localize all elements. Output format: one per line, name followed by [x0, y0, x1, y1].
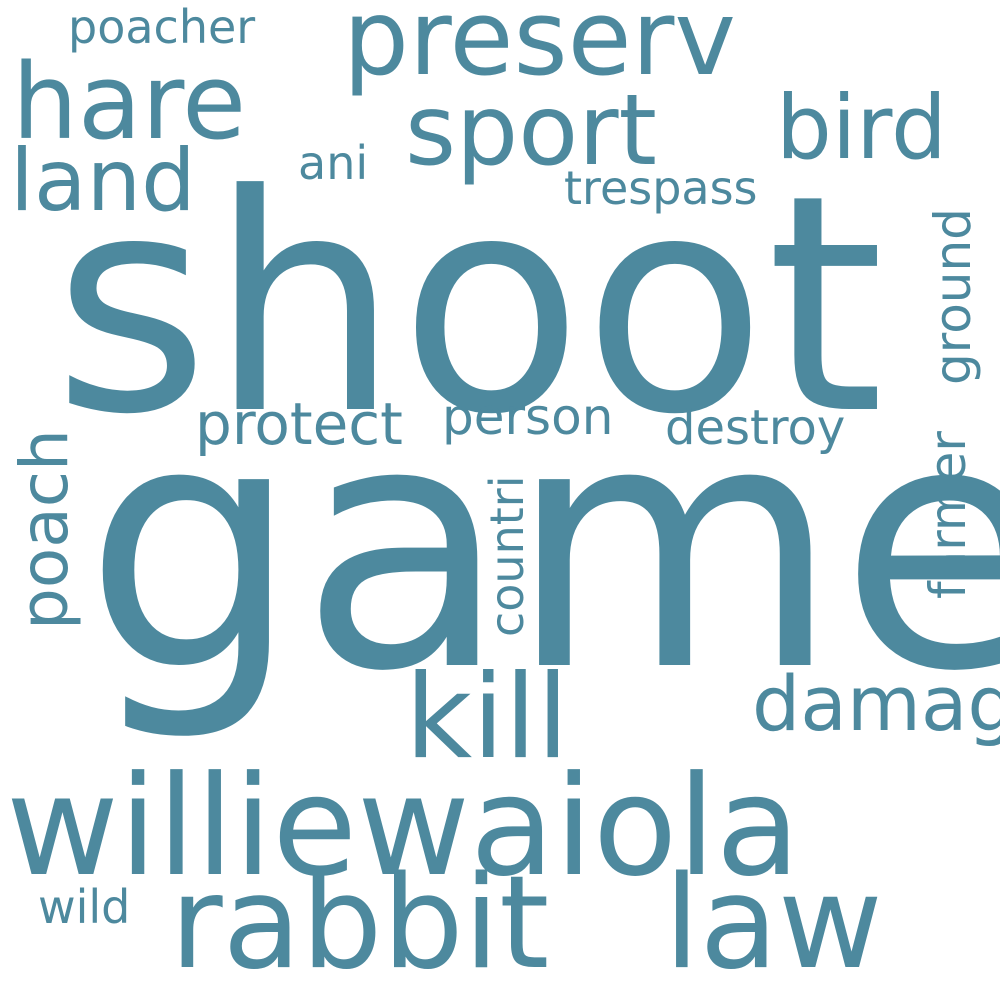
word-land: land [10, 131, 196, 231]
word-kill: kill [405, 650, 569, 785]
word-poacher: poacher [68, 0, 256, 54]
word-protect: protect [195, 390, 403, 458]
word-person: person [442, 388, 614, 446]
word-law: law [664, 849, 883, 998]
word-williewaiola: williewaiola [6, 746, 801, 907]
word-rabbit: rabbit [170, 849, 550, 998]
word-ani: ani [298, 136, 369, 190]
word-damag: damag [752, 659, 1000, 748]
word-game: game [84, 350, 1000, 746]
word-trespass: trespass [564, 161, 758, 215]
word-wild: wild [38, 880, 131, 934]
word-poach: poach [6, 429, 83, 630]
word-hare: hare [12, 41, 247, 163]
word-preserv: preserv [343, 0, 736, 99]
word-bird: bird [776, 76, 947, 179]
word-sport: sport [405, 74, 657, 188]
word-destroy: destroy [665, 400, 846, 456]
word-shoot: shoot [53, 131, 885, 480]
